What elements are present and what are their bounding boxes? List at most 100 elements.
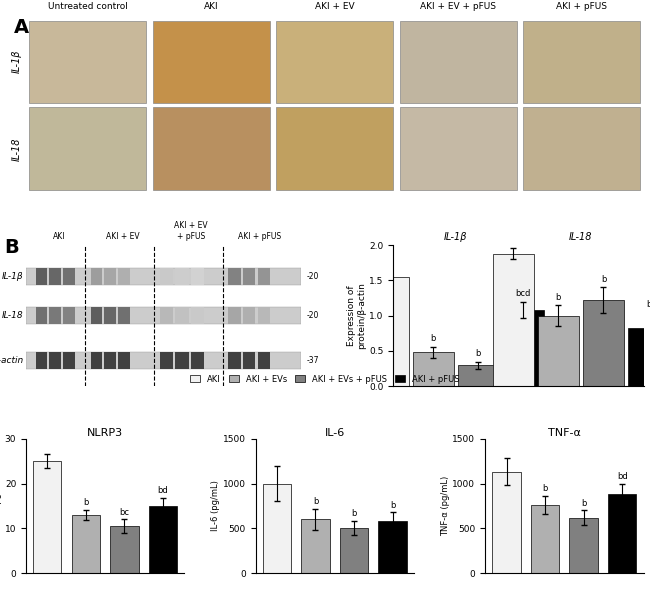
Y-axis label: TNF-α (pg/mL): TNF-α (pg/mL) [441,476,450,536]
Text: b: b [390,500,395,509]
Bar [26,307,302,324]
Bar [628,328,650,386]
Bar [159,307,173,324]
Bar [538,316,579,386]
Bar [458,365,499,386]
Bar [91,352,102,370]
Text: C: C [0,428,1,447]
Bar [159,267,173,285]
Text: bc: bc [120,507,129,516]
Text: b: b [556,293,561,301]
Bar [49,307,61,324]
Text: b: b [581,498,586,507]
Bar [257,352,270,370]
Bar [228,307,240,324]
Bar [36,307,47,324]
Bar [91,307,102,324]
Bar [105,267,116,285]
FancyBboxPatch shape [523,21,640,103]
FancyBboxPatch shape [153,107,270,189]
Bar [263,484,291,573]
Text: bd: bd [617,472,627,481]
FancyBboxPatch shape [400,107,517,189]
Bar [105,352,116,370]
Bar [413,352,454,386]
Bar [531,505,559,573]
Text: IL-1β: IL-1β [444,232,467,242]
Bar [190,267,204,285]
Bar [63,307,75,324]
Text: AKI + EV: AKI + EV [105,232,139,241]
Text: β-actin: β-actin [0,356,23,365]
Bar [608,494,636,573]
Text: b: b [542,484,548,493]
Text: bd: bd [157,486,168,495]
Bar [257,267,270,285]
Text: AKI + EV
+ pFUS: AKI + EV + pFUS [174,221,208,241]
Text: IL-18: IL-18 [569,232,593,242]
Bar [26,352,302,370]
FancyBboxPatch shape [400,21,517,103]
Bar [33,461,62,573]
Text: IL-1β: IL-1β [12,50,21,73]
Bar [175,352,188,370]
Bar [159,352,173,370]
FancyBboxPatch shape [276,21,393,103]
Bar [63,352,75,370]
Bar [175,307,188,324]
Text: b: b [601,275,606,284]
Bar [243,352,255,370]
Y-axis label: IL-6 (pg/mL): IL-6 (pg/mL) [211,481,220,531]
Text: Untreated control: Untreated control [48,2,127,11]
Bar [378,521,407,573]
Bar [190,352,204,370]
Bar [367,277,409,386]
Text: b: b [646,300,650,309]
Text: AKI + EV: AKI + EV [315,2,354,11]
Bar [583,300,624,386]
Bar [243,307,255,324]
Bar [502,310,544,386]
Bar [72,515,100,573]
Bar [175,267,188,285]
Bar [118,352,130,370]
Bar [190,307,204,324]
Text: IL-18: IL-18 [1,311,23,320]
Text: B: B [4,238,19,257]
Y-axis label: Expression of
protein/β-actin: Expression of protein/β-actin [347,282,367,349]
Bar [243,267,255,285]
Text: b: b [430,334,436,343]
Bar [340,528,368,573]
Text: b: b [352,509,357,518]
Bar [149,506,177,573]
Title: TNF-α: TNF-α [548,428,580,438]
Bar [36,267,47,285]
Bar [105,307,116,324]
Bar [118,307,130,324]
Text: AKI: AKI [204,2,218,11]
Title: IL-6: IL-6 [324,428,345,438]
Bar [63,267,75,285]
Bar [492,472,521,573]
FancyBboxPatch shape [276,107,393,189]
Text: A: A [14,18,29,37]
Text: -37: -37 [307,356,319,365]
Text: b: b [313,497,318,506]
Title: NLRP3: NLRP3 [87,428,124,438]
Bar [493,254,534,386]
Bar [228,352,240,370]
Bar [26,267,302,285]
Bar [257,307,270,324]
Text: AKI + pFUS: AKI + pFUS [556,2,607,11]
Text: IL-18: IL-18 [12,137,21,161]
Text: -20: -20 [307,272,319,281]
Bar [569,518,598,573]
Text: AKI + EV + pFUS: AKI + EV + pFUS [421,2,496,11]
Bar [91,267,102,285]
Bar [118,267,130,285]
Text: -20: -20 [307,311,319,320]
Y-axis label: NLRP3 (pg/mL): NLRP3 (pg/mL) [0,475,2,537]
Bar [36,352,47,370]
FancyBboxPatch shape [153,21,270,103]
Bar [49,267,61,285]
